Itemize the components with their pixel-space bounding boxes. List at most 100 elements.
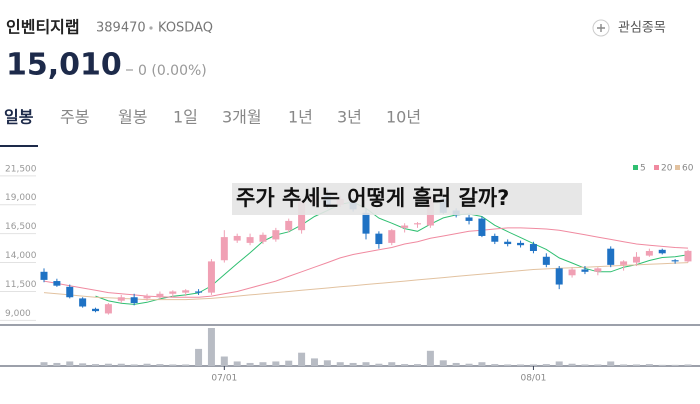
volume-bar <box>40 362 48 366</box>
candle-body <box>414 223 422 225</box>
separator-dot <box>149 26 153 30</box>
volume-bar <box>555 361 563 366</box>
candle-body <box>658 249 666 254</box>
candle-body <box>504 241 512 245</box>
volume-bar <box>323 360 331 366</box>
volume-bar <box>66 361 74 366</box>
x-tick-label: 08/01 <box>520 374 546 384</box>
candle-body <box>620 261 628 265</box>
watch-button[interactable]: 관심종목 <box>618 21 666 36</box>
price: 15,010 <box>6 48 122 83</box>
volume-bar <box>259 362 267 366</box>
candle-body <box>671 260 679 262</box>
volume-bar <box>401 364 409 366</box>
y-tick-label: 21,500 <box>5 164 37 174</box>
candle-body <box>401 225 409 228</box>
candle-body <box>684 250 692 262</box>
tab[interactable]: 3개월 <box>222 108 262 127</box>
volume-bar <box>658 364 666 366</box>
candle-body <box>594 268 602 272</box>
volume-bar <box>156 364 164 366</box>
volume-bar <box>349 362 357 366</box>
candle-body <box>195 291 203 293</box>
watch-icon[interactable] <box>592 19 610 37</box>
volume-bar <box>285 360 293 366</box>
candle-body <box>117 297 125 301</box>
tab[interactable]: 1일 <box>173 108 198 127</box>
volume-bar <box>104 363 112 366</box>
chart: 21,500 19,000 16,500 14,000 11,500 9,000 5 20 60… <box>0 164 700 384</box>
watch-plus <box>597 24 605 32</box>
tab[interactable]: 1년 <box>288 108 313 127</box>
volume-bar <box>207 328 215 366</box>
ma-line <box>95 201 689 305</box>
ma-line <box>43 227 689 298</box>
volume-bar <box>117 363 125 366</box>
volume-bar <box>645 364 653 366</box>
candle-body <box>259 234 267 242</box>
tab[interactable]: 주봉 <box>60 108 89 127</box>
volume-bar <box>388 362 396 366</box>
legend-swatch <box>654 165 659 170</box>
candle-body <box>375 233 383 245</box>
volume-bar <box>581 364 589 366</box>
y-tick-label: 11,500 <box>5 280 37 290</box>
volume-bar <box>671 364 679 366</box>
candle-body <box>568 269 576 276</box>
volume-bar <box>298 352 306 366</box>
volume-bar <box>53 362 61 366</box>
volume-bar <box>439 360 447 366</box>
candle-body <box>169 291 177 294</box>
candle-body <box>233 235 241 241</box>
y-tick-label: 19,000 <box>5 193 37 203</box>
volume-bar <box>246 362 254 366</box>
volume-bar <box>452 362 460 366</box>
tab[interactable]: 일봉 <box>4 108 34 127</box>
candle-body <box>182 290 190 293</box>
legend-label: 60 <box>682 164 694 174</box>
candle-body <box>53 281 61 286</box>
volume-bar <box>336 362 344 366</box>
volume-bar <box>478 362 486 366</box>
tab-bar: 일봉 주봉 월봉 1일 3개월 1년 3년 10년 <box>4 108 421 127</box>
volume-bar <box>233 361 241 366</box>
volume-bar <box>220 356 228 366</box>
candle-body <box>66 286 74 298</box>
tab[interactable]: 월봉 <box>118 108 147 127</box>
volume-bar <box>529 364 537 366</box>
candle-body <box>220 237 228 261</box>
candle-body <box>272 230 280 240</box>
volume-bar <box>310 358 318 366</box>
legend-swatch <box>675 165 680 170</box>
volume-bar <box>594 364 602 366</box>
volume-bar <box>92 364 100 366</box>
y-tick-label: 16,500 <box>5 222 37 232</box>
candle-body <box>362 212 370 234</box>
candle-body <box>298 201 306 231</box>
candle-body <box>285 220 293 231</box>
volume-bar <box>79 363 87 366</box>
x-tick-label: 07/01 <box>211 374 237 384</box>
candle-body <box>388 230 396 243</box>
volume-bar <box>465 363 473 366</box>
legend-label: 5 <box>640 164 646 174</box>
volume-bar <box>272 361 280 366</box>
candle-body <box>92 308 100 312</box>
candle-body <box>581 269 589 272</box>
candle-body <box>40 271 48 280</box>
volume-bar <box>182 364 190 366</box>
market: KOSDAQ <box>158 21 213 36</box>
volume-bar <box>517 364 525 366</box>
volume-bar <box>504 364 512 366</box>
y-tick-label: 14,000 <box>5 251 37 261</box>
candle-body <box>517 242 525 246</box>
caption-bg <box>232 183 582 215</box>
tab[interactable]: 10년 <box>386 108 421 127</box>
candle-body <box>246 237 254 243</box>
candle-body <box>130 297 138 304</box>
volume-bar <box>169 364 177 366</box>
volume-bar <box>143 363 151 366</box>
volume-bar <box>375 363 383 366</box>
tab[interactable]: 3년 <box>337 108 362 127</box>
